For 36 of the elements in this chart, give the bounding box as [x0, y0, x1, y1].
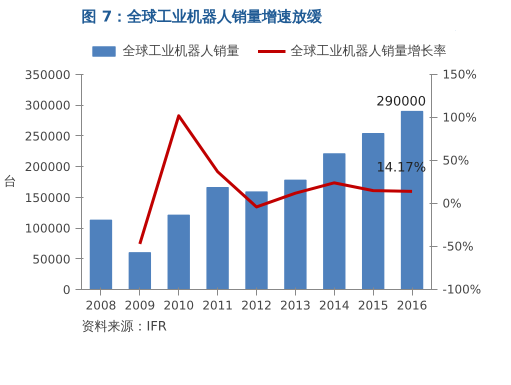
bar [245, 191, 268, 290]
y2-tick-label: 100% [442, 110, 477, 124]
y-tick-label: 200000 [24, 160, 71, 174]
x-tick-label: 2011 [202, 298, 233, 312]
bar [206, 187, 229, 290]
y2-tick-label: -50% [442, 240, 474, 254]
bar [284, 180, 307, 290]
legend-label: 全球工业机器人销量增长率 [290, 43, 446, 60]
x-tick-label: 2015 [358, 298, 388, 312]
bar [323, 153, 346, 290]
x-tick-label: 2014 [319, 298, 350, 312]
x-tick-label: 2010 [163, 298, 194, 312]
y-tick-label: 250000 [24, 129, 71, 144]
y-tick-label: 0 [62, 283, 71, 297]
y-tick-label: 300000 [24, 98, 71, 113]
x-tick-label: 2012 [241, 298, 272, 312]
bar [168, 214, 190, 290]
y-tick-label: 150000 [24, 190, 71, 205]
legend-label: 全球工业机器人销量 [122, 43, 240, 60]
y-axis-title: 台 [4, 174, 17, 190]
y-tick-label: 100000 [24, 222, 71, 236]
x-tick-label: 2008 [86, 298, 116, 312]
y-tick-label: 350000 [24, 68, 71, 82]
data-label: 290000 [376, 94, 426, 110]
bar [128, 252, 152, 290]
text: 资料来源：IFR [82, 320, 167, 334]
y-tick-label: 50000 [32, 252, 71, 266]
y2-tick-label: 50% [442, 154, 470, 168]
chart-title: 图 7：全球工业机器人销量增速放缓 [82, 8, 324, 26]
x-tick-label: 2013 [280, 298, 311, 312]
y2-tick-label: 150% [442, 68, 477, 82]
x-tick-label: 2016 [396, 298, 428, 312]
y2-tick-label: 0% [442, 196, 462, 210]
bar [90, 220, 112, 290]
x-tick-label: 2009 [124, 298, 156, 312]
y2-tick-label: -100% [442, 282, 482, 296]
